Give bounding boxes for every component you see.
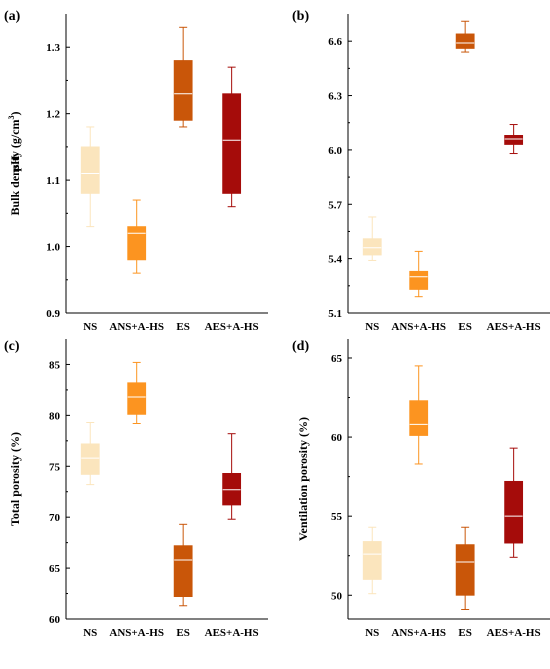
x-category-label: NS [83,321,97,333]
box-ans-a-hs [127,199,147,274]
iqr-box [362,541,382,580]
y-tick-label: 85 [49,359,61,371]
y-tick-label: 1.1 [46,175,60,187]
y-tick-label: 6.0 [328,145,342,157]
y-axis-title: Bulk density (g/cm3) [7,111,22,215]
panel-c-total-porosity: (c) 60 65 70 75 80 85 Total porosity (%) NS ANS+A… [4,339,268,639]
y-axis-title-main: Bulk density (g/cm [8,119,22,215]
box-ans-a-hs [409,250,429,298]
iqr-box [173,545,193,598]
x-category-label: ANS+A-HS [391,321,446,333]
x-category-label: AES+A-HS [487,627,541,639]
box-ns [362,216,382,261]
iqr-box [362,238,382,256]
y-axis-title: Ventilation porosity (%) [296,417,310,541]
x-category-label: ANS+A-HS [391,627,446,639]
panel-label: (a) [4,9,21,24]
y-tick-label: 1.2 [46,109,60,121]
y-tick-label: 50 [331,590,343,602]
y-axis-title: Total porosity (%) [8,432,22,526]
x-category-label: ANS+A-HS [109,627,164,639]
x-category-label: ES [176,627,189,639]
panel-label: (c) [4,339,20,354]
y-tick-label: 5.7 [328,199,342,211]
y-tick-label: 6.6 [328,36,342,48]
x-category-label: ES [176,321,189,333]
iqr-box [127,226,147,261]
iqr-box [455,33,475,49]
panel-label: (b) [292,9,309,24]
box-es [173,523,193,607]
y-tick-label: 70 [49,512,61,524]
x-category-label: AES+A-HS [487,321,541,333]
box-ns [80,421,100,486]
y-tick-label: 5.4 [328,254,342,266]
y-tick-label: 75 [49,461,61,473]
y-tick-label: 1.3 [46,42,60,54]
box-ans-a-hs [127,361,147,425]
iqr-box [409,270,429,290]
y-tick-label: 5.1 [328,308,342,320]
iqr-box [409,400,429,436]
iqr-box [504,135,524,145]
panel-label: (d) [292,339,309,354]
y-tick-label: 60 [49,614,61,626]
box-es [455,20,475,53]
panel-b-ph: (b) 5.1 5.4 5.7 6.0 6.3 6.6 pH NS ANS+A-HS ES AES+A… [8,9,550,333]
x-category-label: ES [458,627,471,639]
box-es [173,26,193,128]
panel-a-bulk-density: (a) 0.9 1.0 1.1 1.2 1.3 Bulk density (g/cm3) NS… [4,9,268,333]
y-tick-label: 1.0 [46,242,60,254]
iqr-box [222,472,242,506]
box-ns [80,126,100,228]
x-category-label: AES+A-HS [205,321,259,333]
y-axis-title-main: Total porosity (%) [8,432,22,526]
y-tick-label: 6.3 [328,91,342,103]
y-axis-title-end: ) [8,111,22,115]
y-tick-label: 65 [331,353,343,365]
x-category-label: ANS+A-HS [109,321,164,333]
y-axis-title-main: pH [8,155,22,172]
box-aes-a-hs [504,124,524,155]
y-tick-label: 65 [49,563,61,575]
y-tick-label: 80 [49,410,61,422]
x-category-label: ES [458,321,471,333]
y-tick-label: 60 [331,432,343,444]
panel-d-ventilation-porosity: (d) 50 55 60 65 Ventilation porosity (%) NS ANS… [292,339,550,639]
y-axis-title: pH [8,155,22,172]
box-es [455,526,475,611]
x-category-label: NS [365,627,379,639]
iqr-box [80,443,100,475]
y-axis-title-superscript: 3 [7,115,16,119]
x-category-label: NS [83,627,97,639]
x-category-label: NS [365,321,379,333]
y-tick-label: 0.9 [46,308,60,320]
iqr-box [455,544,475,596]
iqr-box [80,146,100,194]
x-category-label: AES+A-HS [205,627,259,639]
y-axis-title-main: Ventilation porosity (%) [296,417,310,541]
y-tick-label: 55 [331,511,343,523]
box-aes-a-hs [222,66,242,208]
iqr-box [504,480,524,544]
iqr-box [173,60,193,121]
box-aes-a-hs [504,447,524,558]
box-aes-a-hs [222,433,242,520]
box-ns [362,526,382,595]
iqr-box [222,93,242,194]
box-ans-a-hs [409,365,429,465]
iqr-box [127,382,147,415]
